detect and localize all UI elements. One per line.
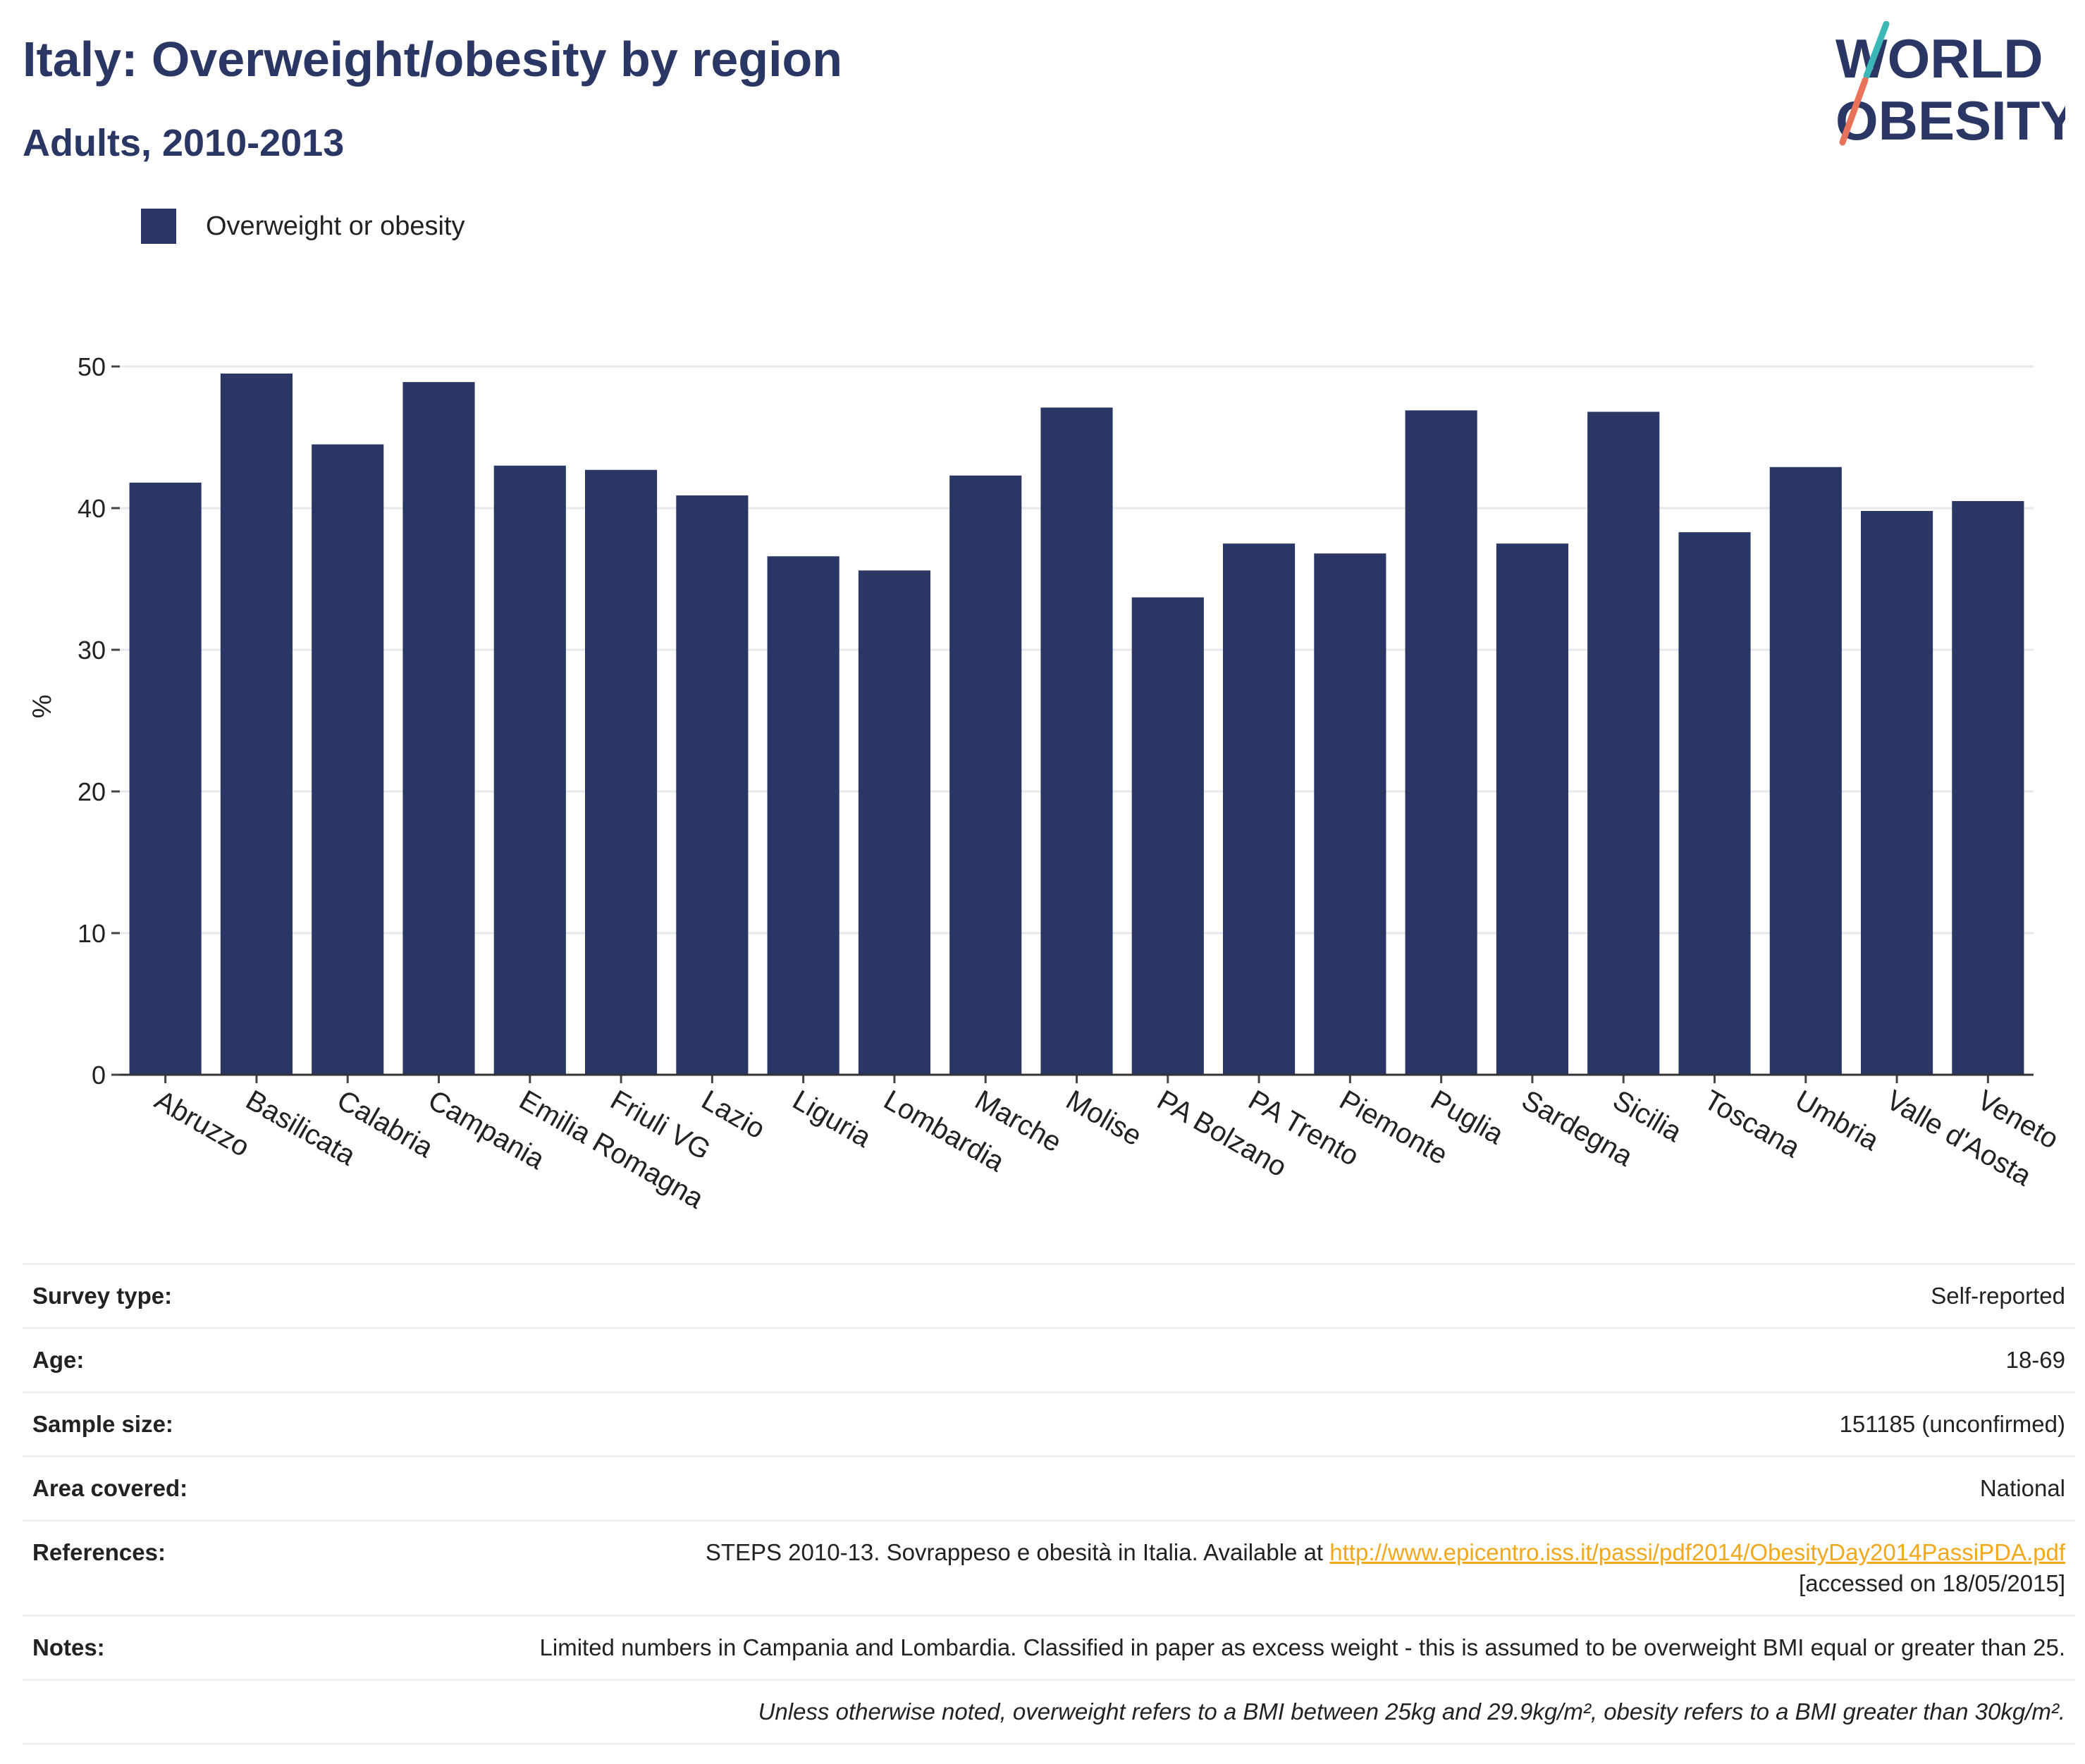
bar (585, 469, 658, 1075)
notes-label: Notes: (32, 1634, 105, 1660)
bar (1769, 467, 1842, 1075)
info-row-area: Area covered: National (23, 1455, 2075, 1519)
x-tick-label: Molise (1061, 1085, 1147, 1152)
info-row-references: References: STEPS 2010-13. Sovrappeso e … (23, 1519, 2075, 1615)
bar (1587, 412, 1660, 1075)
y-tick-label: 30 (78, 636, 106, 665)
bar (1131, 597, 1204, 1075)
info-row-age: Age: 18-69 (23, 1327, 2075, 1391)
references-value: STEPS 2010-13. Sovrappeso e obesità in I… (706, 1537, 2065, 1599)
sample-size-value: 151185 (unconfirmed) (1839, 1411, 2065, 1437)
chart-title: Italy: Overweight/obesity by region (23, 32, 843, 87)
legend-swatch (141, 209, 176, 244)
area-label: Area covered: (32, 1475, 188, 1501)
info-row-notes: Notes: Limited numbers in Campania and L… (23, 1615, 2075, 1679)
y-axis-label: % (27, 695, 57, 719)
bar (1314, 553, 1386, 1075)
y-tick-label: 0 (92, 1061, 106, 1090)
bar-chart: 01020304050%AbruzzoBasilicataCalabriaCam… (27, 352, 2064, 1215)
bar (220, 374, 293, 1075)
bar (1678, 532, 1751, 1075)
info-row-footnote: Unless otherwise noted, overweight refer… (23, 1679, 2075, 1745)
survey-type-value: Self-reported (1931, 1283, 2065, 1309)
y-tick-label: 50 (78, 352, 106, 381)
bar (1405, 410, 1477, 1075)
info-row-survey-type: Survey type: Self-reported (23, 1263, 2075, 1327)
bar (1496, 543, 1568, 1075)
y-tick-label: 20 (78, 777, 106, 806)
logo-slash-teal (1863, 21, 1890, 80)
bar (949, 475, 1022, 1075)
bar (1040, 407, 1113, 1075)
area-value: National (1979, 1475, 2065, 1501)
x-tick-label: Liguria (787, 1085, 877, 1154)
sample-size-label: Sample size: (32, 1411, 173, 1437)
bmi-footnote: Unless otherwise noted, overweight refer… (758, 1698, 2065, 1725)
age-value: 18-69 (2005, 1347, 2065, 1373)
age-label: Age: (32, 1347, 85, 1373)
bar (858, 570, 930, 1075)
world-obesity-logo: WORLD OBESITY (1835, 21, 2065, 152)
bar (676, 495, 749, 1075)
chart-legend[interactable]: Overweight or obesity (141, 209, 465, 244)
bar (767, 556, 839, 1075)
x-tick-label: Toscana (1699, 1085, 1806, 1164)
chart-subtitle: Adults, 2010-2013 (23, 122, 345, 164)
info-row-sample-size: Sample size: 151185 (unconfirmed) (23, 1391, 2075, 1455)
x-tick-label: Umbria (1790, 1085, 1884, 1157)
references-accessed: [accessed on 18/05/2015] (1799, 1570, 2065, 1596)
logo-slash-coral (1839, 77, 1869, 146)
logo-word-obesity: OBESITY (1835, 90, 2065, 152)
y-tick-label: 40 (78, 494, 106, 523)
bar (1952, 500, 2024, 1075)
survey-type-label: Survey type: (32, 1283, 173, 1309)
bar (312, 444, 384, 1075)
notes-value: Limited numbers in Campania and Lombardi… (539, 1634, 2065, 1660)
x-tick-label: Abruzzo (149, 1085, 254, 1163)
bar (1223, 543, 1296, 1075)
bar (1861, 511, 1933, 1075)
references-text: STEPS 2010-13. Sovrappeso e obesità in I… (705, 1539, 1330, 1565)
bar (129, 482, 202, 1075)
legend-label: Overweight or obesity (206, 211, 465, 241)
y-tick-label: 10 (78, 919, 106, 948)
info-table: Survey type: Self-reported Age: 18-69 Sa… (23, 1263, 2075, 1745)
references-link[interactable]: http://www.epicentro.iss.it/passi/pdf201… (1329, 1539, 2065, 1565)
bar (402, 382, 475, 1075)
references-label: References: (32, 1539, 166, 1565)
bar (493, 465, 566, 1075)
